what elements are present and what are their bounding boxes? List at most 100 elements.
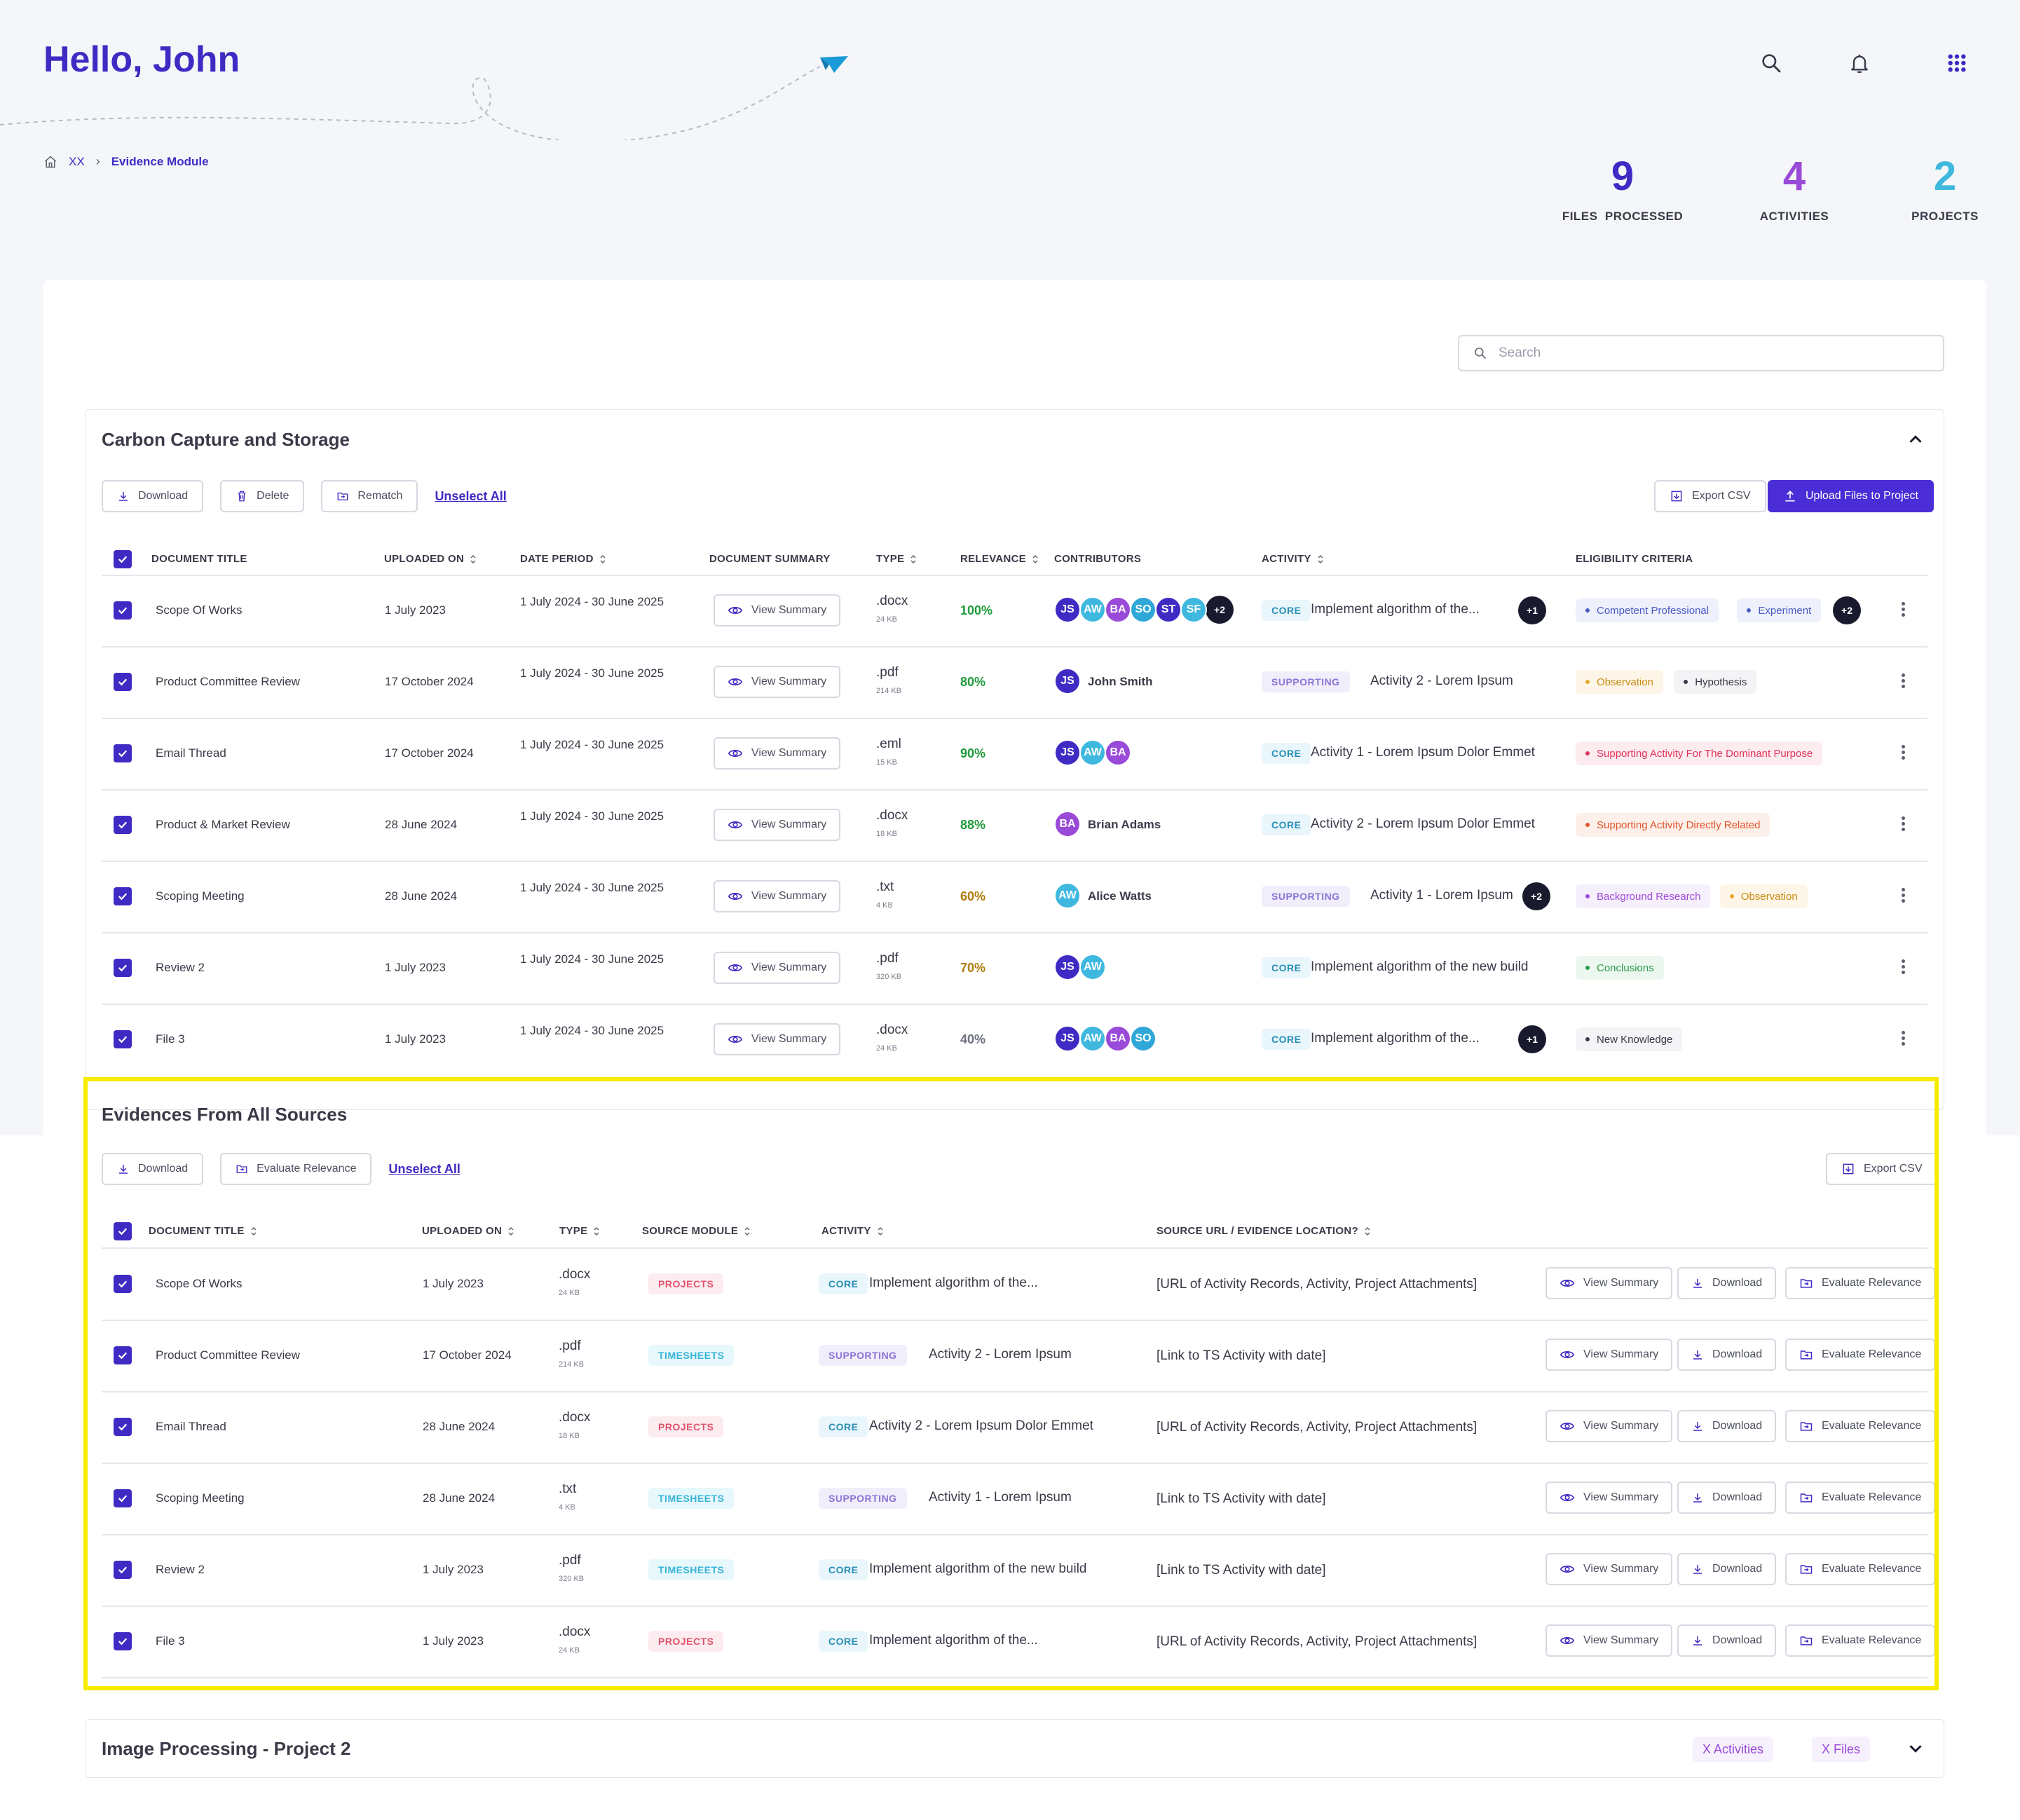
avatar[interactable]: SO: [1130, 1025, 1156, 1052]
unselect-all-link[interactable]: Unselect All: [435, 488, 507, 503]
sort-icon[interactable]: [587, 1225, 600, 1237]
export-csv-button[interactable]: Export CSV: [1654, 480, 1766, 512]
more-activities-badge[interactable]: +1: [1518, 1025, 1546, 1053]
sort-icon[interactable]: [1026, 553, 1039, 565]
avatar[interactable]: BA: [1105, 1025, 1131, 1052]
sort-icon[interactable]: [1358, 1225, 1371, 1237]
more-contributors-badge[interactable]: +2: [1206, 596, 1234, 624]
view-summary-button[interactable]: View Summary: [714, 666, 841, 698]
avatar[interactable]: AW: [1079, 954, 1106, 980]
home-icon[interactable]: [43, 155, 57, 169]
row-checkbox[interactable]: [114, 1632, 132, 1650]
more-criteria-badge[interactable]: +2: [1833, 596, 1861, 624]
avatar[interactable]: JS: [1054, 739, 1081, 766]
export-csv-button[interactable]: Export CSV: [1826, 1153, 1938, 1185]
more-options-icon[interactable]: [1902, 1029, 1906, 1048]
row-checkbox[interactable]: [114, 1346, 132, 1364]
bell-icon[interactable]: [1844, 48, 1875, 78]
rematch-button[interactable]: Rematch: [321, 480, 418, 512]
view-summary-button[interactable]: View Summary: [1545, 1410, 1673, 1442]
more-activities-badge[interactable]: +2: [1522, 882, 1550, 910]
sort-icon[interactable]: [245, 1225, 257, 1237]
download-button[interactable]: Download: [1677, 1624, 1777, 1657]
view-summary-button[interactable]: View Summary: [714, 952, 841, 984]
avatar[interactable]: JS: [1054, 596, 1081, 623]
column-header[interactable]: RELEVANCE: [960, 553, 1039, 565]
column-header[interactable]: CONTRIBUTORS: [1054, 553, 1141, 565]
download-button[interactable]: Download: [1677, 1553, 1777, 1585]
column-header[interactable]: ACTIVITY: [1262, 553, 1324, 565]
more-options-icon[interactable]: [1902, 600, 1906, 619]
row-checkbox[interactable]: [114, 887, 132, 905]
avatar[interactable]: JS: [1054, 954, 1081, 980]
row-checkbox[interactable]: [114, 959, 132, 977]
more-activities-badge[interactable]: +1: [1518, 596, 1546, 624]
sort-icon[interactable]: [464, 553, 477, 565]
evaluate-relevance-button[interactable]: Evaluate Relevance: [1785, 1553, 1936, 1585]
column-header[interactable]: DOCUMENT SUMMARY: [709, 553, 831, 565]
chevron-up-icon[interactable]: [1905, 429, 1926, 453]
view-summary-button[interactable]: View Summary: [1545, 1553, 1673, 1585]
sort-icon[interactable]: [904, 553, 917, 565]
evaluate-relevance-button[interactable]: Evaluate Relevance: [1785, 1410, 1936, 1442]
evaluate-relevance-button[interactable]: Evaluate Relevance: [1785, 1482, 1936, 1514]
search-input[interactable]: Search: [1458, 335, 1944, 371]
column-header[interactable]: DATE PERIOD: [520, 553, 606, 565]
avatar[interactable]: ST: [1155, 596, 1182, 623]
more-options-icon[interactable]: [1902, 886, 1906, 905]
apps-grid-icon[interactable]: [1941, 48, 1972, 78]
column-header[interactable]: TYPE: [559, 1225, 600, 1237]
avatar[interactable]: AW: [1079, 739, 1106, 766]
column-header[interactable]: SOURCE MODULE: [642, 1225, 751, 1237]
evaluate-relevance-button[interactable]: Evaluate Relevance: [1785, 1339, 1936, 1371]
view-summary-button[interactable]: View Summary: [714, 809, 841, 841]
row-checkbox[interactable]: [114, 673, 132, 691]
view-summary-button[interactable]: View Summary: [1545, 1267, 1673, 1299]
download-button[interactable]: Download: [1677, 1410, 1777, 1442]
more-options-icon[interactable]: [1902, 814, 1906, 833]
unselect-all-link[interactable]: Unselect All: [388, 1161, 460, 1176]
download-button[interactable]: Download: [102, 1153, 204, 1185]
column-header[interactable]: TYPE: [876, 553, 917, 565]
row-checkbox[interactable]: [114, 550, 132, 568]
more-options-icon[interactable]: [1902, 671, 1906, 690]
view-summary-button[interactable]: View Summary: [1545, 1339, 1673, 1371]
avatar[interactable]: AW: [1079, 1025, 1106, 1052]
avatar[interactable]: AW: [1054, 882, 1081, 909]
row-checkbox[interactable]: [114, 1222, 132, 1240]
delete-button[interactable]: Delete: [220, 480, 305, 512]
chevron-down-icon[interactable]: [1905, 1738, 1926, 1763]
avatar[interactable]: BA: [1054, 811, 1081, 837]
column-header[interactable]: ACTIVITY: [821, 1225, 884, 1237]
row-checkbox[interactable]: [114, 1275, 132, 1293]
view-summary-button[interactable]: View Summary: [714, 1023, 841, 1055]
evaluate-relevance-button[interactable]: Evaluate Relevance: [1785, 1267, 1936, 1299]
sort-icon[interactable]: [1311, 553, 1324, 565]
download-button[interactable]: Download: [1677, 1482, 1777, 1514]
evaluate-relevance-button[interactable]: Evaluate Relevance: [220, 1153, 372, 1185]
avatar[interactable]: JS: [1054, 668, 1081, 695]
avatar[interactable]: SO: [1130, 596, 1156, 623]
view-summary-button[interactable]: View Summary: [714, 737, 841, 769]
evaluate-relevance-button[interactable]: Evaluate Relevance: [1785, 1624, 1936, 1657]
view-summary-button[interactable]: View Summary: [714, 880, 841, 912]
breadcrumb-root[interactable]: XX: [69, 154, 85, 168]
upload-files-button[interactable]: Upload Files to Project: [1768, 480, 1934, 512]
download-button[interactable]: Download: [1677, 1267, 1777, 1299]
column-header[interactable]: DOCUMENT TITLE: [151, 553, 247, 565]
column-header[interactable]: ELIGIBILITY CRITERIA: [1576, 553, 1693, 565]
project-section-image-processing[interactable]: [85, 1719, 1944, 1778]
column-header[interactable]: DOCUMENT TITLE: [149, 1225, 257, 1237]
download-button[interactable]: Download: [102, 480, 204, 512]
view-summary-button[interactable]: View Summary: [714, 594, 841, 627]
column-header[interactable]: SOURCE URL / EVIDENCE LOCATION?: [1156, 1225, 1371, 1237]
row-checkbox[interactable]: [114, 1030, 132, 1048]
row-checkbox[interactable]: [114, 744, 132, 762]
download-button[interactable]: Download: [1677, 1339, 1777, 1371]
row-checkbox[interactable]: [114, 601, 132, 620]
search-icon[interactable]: [1756, 48, 1787, 78]
avatar[interactable]: BA: [1105, 739, 1131, 766]
avatar[interactable]: SF: [1180, 596, 1207, 623]
view-summary-button[interactable]: View Summary: [1545, 1624, 1673, 1657]
avatar[interactable]: AW: [1079, 596, 1106, 623]
